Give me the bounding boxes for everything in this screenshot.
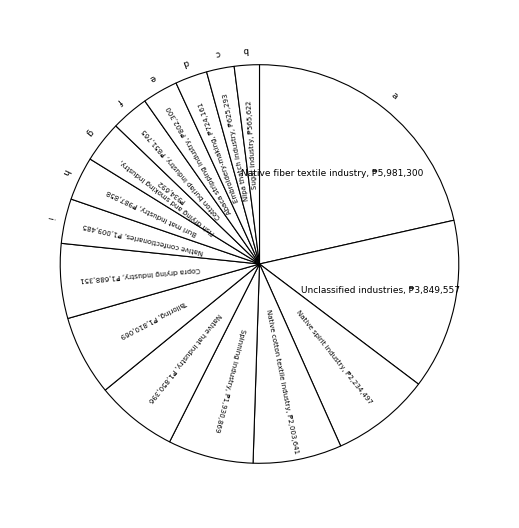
Text: c: c (214, 48, 221, 58)
Wedge shape (105, 264, 260, 442)
Wedge shape (253, 264, 340, 463)
Text: Native cotton textile industry, ₱2,003,641: Native cotton textile industry, ₱2,003,6… (265, 308, 299, 454)
Text: Fish drying and smoking industry,
₱934,692: Fish drying and smoking industry, ₱934,6… (119, 153, 221, 236)
Text: Sugar industry, ₱565,622: Sugar industry, ₱565,622 (246, 100, 258, 189)
Text: b: b (242, 44, 249, 54)
Text: Copra drying industry, ₱1,688,351: Copra drying industry, ₱1,688,351 (80, 266, 201, 282)
Wedge shape (260, 264, 418, 446)
Text: Buri mat industry, ₱987,858: Buri mat industry, ₱987,858 (105, 188, 198, 237)
Wedge shape (145, 83, 260, 264)
Text: Nipa thatch industry, ₱625,293: Nipa thatch industry, ₱625,293 (222, 92, 250, 201)
Text: i: i (45, 215, 54, 220)
Text: Native hat industry, ₱1,850,396: Native hat industry, ₱1,850,396 (147, 312, 222, 403)
Text: e: e (147, 72, 157, 83)
Text: Tailoring, ₱1,810,069: Tailoring, ₱1,810,069 (119, 299, 188, 339)
Wedge shape (90, 126, 260, 264)
Text: d: d (181, 56, 190, 67)
Text: Unclassified industries, ₱3,849,557: Unclassified industries, ₱3,849,557 (301, 286, 460, 295)
Text: Native spirit industry, ₱2,234,497: Native spirit industry, ₱2,234,497 (295, 309, 373, 406)
Wedge shape (61, 199, 260, 264)
Text: Abaca stripping industry, ₱802,300: Abaca stripping industry, ₱802,300 (167, 105, 233, 215)
Text: Embroidery-making, ₱724,161: Embroidery-making, ₱724,161 (197, 101, 240, 203)
Text: a: a (389, 91, 399, 101)
Wedge shape (176, 72, 260, 264)
Wedge shape (234, 65, 260, 264)
Text: Native fiber textile industry, ₱5,981,300: Native fiber textile industry, ₱5,981,30… (240, 169, 423, 178)
Wedge shape (116, 101, 260, 264)
Wedge shape (71, 159, 260, 264)
Text: Cotton burlap industry, ₱851,765: Cotton burlap industry, ₱851,765 (141, 127, 222, 220)
Wedge shape (260, 220, 459, 384)
Wedge shape (260, 65, 454, 264)
Wedge shape (68, 264, 260, 390)
Wedge shape (170, 264, 260, 463)
Text: f: f (115, 96, 124, 105)
Text: Spinning industry, ₱1,930,869: Spinning industry, ₱1,930,869 (214, 327, 246, 432)
Text: h: h (60, 167, 71, 176)
Text: Native confectionaries, ₱1,009,485: Native confectionaries, ₱1,009,485 (82, 222, 203, 254)
Wedge shape (207, 67, 260, 264)
Wedge shape (60, 243, 260, 318)
Text: g: g (84, 127, 95, 137)
